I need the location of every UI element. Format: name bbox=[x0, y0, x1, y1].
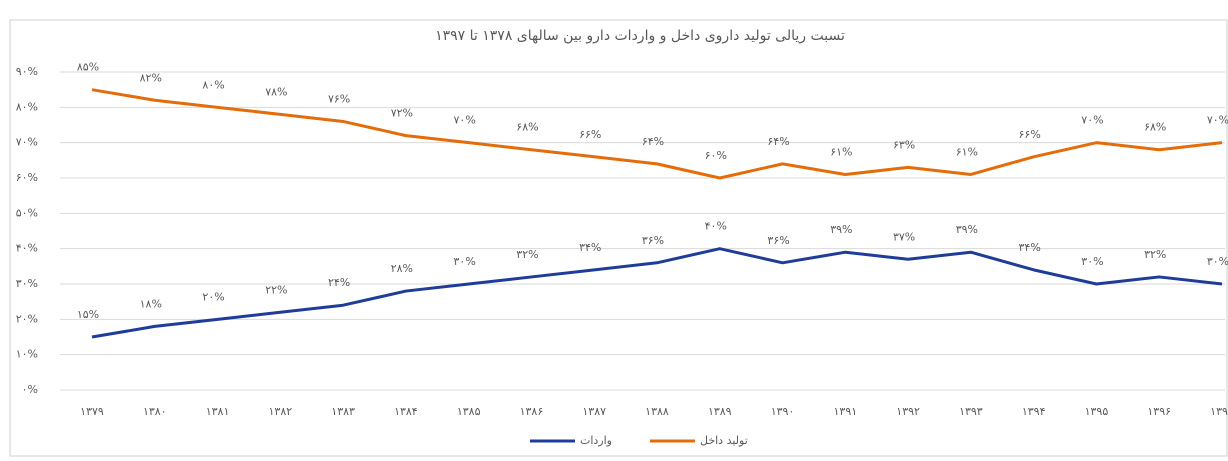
data-label: ۳۶% bbox=[642, 234, 664, 247]
data-label: ۷۰% bbox=[1081, 114, 1103, 127]
x-tick-label: ۱۳۹۰ bbox=[771, 405, 795, 418]
data-label: ۶۴% bbox=[767, 135, 789, 148]
x-tick-label: ۱۳۹۶ bbox=[1147, 405, 1171, 418]
x-tick-label: ۱۳۸۲ bbox=[269, 405, 293, 418]
data-label: ۳۲% bbox=[1144, 248, 1166, 261]
y-tick-label: ۵۰% bbox=[16, 206, 38, 219]
chart-title: تسبت ریالی تولید داروی داخل و واردات دار… bbox=[435, 28, 845, 44]
data-label: ۸۲% bbox=[140, 71, 162, 84]
x-tick-label: ۱۳۸۰ bbox=[143, 405, 167, 418]
data-label: ۷۶% bbox=[328, 92, 350, 105]
data-label: ۷۰% bbox=[454, 114, 476, 127]
y-tick-label: ۳۰% bbox=[16, 277, 38, 290]
data-label: ۳۹% bbox=[830, 223, 852, 236]
data-label: ۳۹% bbox=[956, 223, 978, 236]
y-tick-label: ۱۰% bbox=[16, 348, 38, 361]
data-label: ۳۰% bbox=[454, 255, 476, 268]
x-tick-label: ۱۳۸۱ bbox=[206, 405, 230, 418]
data-label: ۶۰% bbox=[705, 149, 727, 162]
y-tick-label: ۹۰% bbox=[16, 65, 38, 78]
x-tick-label: ۱۳۸۵ bbox=[457, 405, 481, 418]
x-tick-label: ۱۳۸۴ bbox=[394, 405, 418, 418]
data-label: ۷۲% bbox=[391, 107, 413, 120]
x-tick-label: ۱۳۸۸ bbox=[645, 405, 669, 418]
data-label: ۳۰% bbox=[1207, 255, 1228, 268]
data-label: ۳۴% bbox=[1019, 241, 1041, 254]
data-label: ۶۴% bbox=[642, 135, 664, 148]
data-label: ۶۸% bbox=[516, 121, 538, 134]
data-label: ۲۲% bbox=[265, 283, 287, 296]
x-tick-label: ۱۳۹۵ bbox=[1085, 405, 1109, 418]
x-tick-label: ۱۳۸۹ bbox=[708, 405, 732, 418]
x-tick-label: ۱۳۹۱ bbox=[834, 405, 858, 418]
x-tick-label: ۱۳۸۳ bbox=[331, 405, 355, 418]
data-label: ۲۸% bbox=[391, 262, 413, 275]
y-tick-label: ۶۰% bbox=[16, 171, 38, 184]
y-tick-label: ۸۰% bbox=[16, 100, 38, 113]
data-label: ۲۴% bbox=[328, 276, 350, 289]
data-label: ۶۸% bbox=[1144, 121, 1166, 134]
y-tick-label: ۲۰% bbox=[16, 312, 38, 325]
data-label: ۷۰% bbox=[1207, 114, 1228, 127]
x-tick-label: ۱۳۷۹ bbox=[80, 405, 104, 418]
data-label: ۶۶% bbox=[579, 128, 601, 141]
data-label: ۶۱% bbox=[830, 145, 852, 158]
x-tick-label: ۱۳۹۷ bbox=[1210, 405, 1228, 418]
legend-label: واردات bbox=[580, 434, 612, 447]
data-label: ۸۰% bbox=[202, 78, 224, 91]
data-label: ۳۲% bbox=[516, 248, 538, 261]
x-tick-label: ۱۳۹۲ bbox=[896, 405, 920, 418]
data-label: ۷۸% bbox=[265, 85, 287, 98]
data-label: ۱۵% bbox=[77, 308, 99, 321]
data-label: ۴۰% bbox=[705, 220, 727, 233]
data-label: ۳۰% bbox=[1081, 255, 1103, 268]
data-label: ۶۱% bbox=[956, 145, 978, 158]
y-tick-label: ۰% bbox=[22, 383, 38, 396]
data-label: ۸۵% bbox=[77, 61, 99, 74]
x-tick-label: ۱۳۹۳ bbox=[959, 405, 983, 418]
x-tick-label: ۱۳۸۷ bbox=[582, 405, 606, 418]
data-label: ۲۰% bbox=[202, 290, 224, 303]
data-label: ۳۴% bbox=[579, 241, 601, 254]
legend-label: تولید داخل bbox=[700, 434, 748, 447]
y-tick-label: ۷۰% bbox=[16, 136, 38, 149]
data-label: ۳۶% bbox=[767, 234, 789, 247]
data-label: ۶۳% bbox=[893, 138, 915, 151]
data-label: ۳۷% bbox=[893, 230, 915, 243]
x-tick-label: ۱۳۸۶ bbox=[520, 405, 544, 418]
data-line bbox=[91, 247, 1223, 339]
y-tick-label: ۴۰% bbox=[16, 242, 38, 255]
chart-frame bbox=[9, 19, 1228, 457]
data-label: ۶۶% bbox=[1019, 128, 1041, 141]
x-tick-label: ۱۳۹۴ bbox=[1022, 405, 1046, 418]
data-line bbox=[91, 88, 1223, 180]
data-label: ۱۸% bbox=[140, 297, 162, 310]
